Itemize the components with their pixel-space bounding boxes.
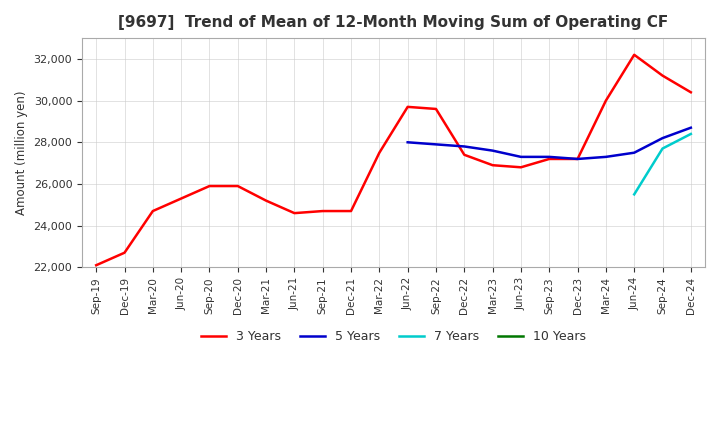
Line: 5 Years: 5 Years [408,128,691,159]
7 Years [658,146,667,151]
5 Years [658,136,667,141]
7 Years [630,192,639,197]
5 Years [602,154,611,160]
5 Years [573,156,582,161]
Title: [9697]  Trend of Mean of 12-Month Moving Sum of Operating CF: [9697] Trend of Mean of 12-Month Moving … [118,15,669,30]
3 Years [205,183,214,189]
5 Years [545,154,554,160]
3 Years [318,209,327,214]
3 Years [432,106,441,112]
3 Years [545,156,554,161]
5 Years [403,139,412,145]
7 Years [687,131,696,136]
Line: 3 Years: 3 Years [96,55,691,265]
3 Years [517,165,526,170]
3 Years [573,156,582,161]
Legend: 3 Years, 5 Years, 7 Years, 10 Years: 3 Years, 5 Years, 7 Years, 10 Years [197,325,591,348]
3 Years [148,209,157,214]
3 Years [375,150,384,155]
5 Years [517,154,526,160]
3 Years [120,250,129,255]
3 Years [488,162,497,168]
3 Years [460,152,469,158]
Y-axis label: Amount (million yen): Amount (million yen) [15,91,28,215]
5 Years [630,150,639,155]
5 Years [432,142,441,147]
3 Years [92,263,101,268]
3 Years [290,210,299,216]
3 Years [262,198,271,203]
Line: 7 Years: 7 Years [634,134,691,194]
3 Years [630,52,639,57]
5 Years [687,125,696,130]
3 Years [233,183,242,189]
3 Years [687,90,696,95]
3 Years [602,98,611,103]
3 Years [177,196,186,201]
3 Years [347,209,356,214]
3 Years [658,73,667,78]
5 Years [460,144,469,149]
3 Years [403,104,412,110]
5 Years [488,148,497,153]
